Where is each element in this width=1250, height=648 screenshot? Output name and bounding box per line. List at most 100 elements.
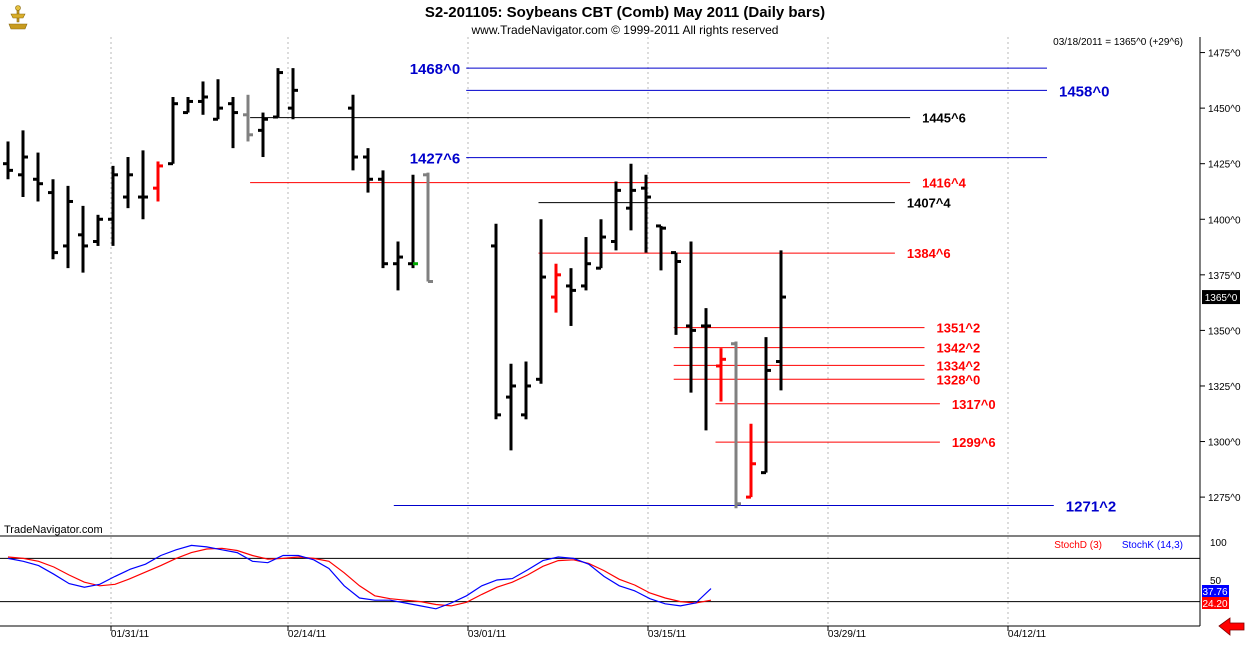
x-tick-label: 03/01/11 (468, 629, 507, 640)
level-label: 1407^4 (907, 196, 952, 211)
ohlc-bar (716, 348, 726, 402)
level-label: 1384^6 (907, 246, 951, 261)
ohlc-bar (641, 174, 651, 253)
ohlc-bar (288, 68, 298, 120)
grid-lines (110, 37, 1009, 626)
y-tick-label: 1475^0 (1208, 49, 1241, 60)
level-label: 1328^0 (937, 372, 981, 387)
level-label: 1458^0 (1059, 83, 1109, 100)
ohlc-bar (701, 308, 711, 431)
stoch-y-tick-label: 50 (1210, 576, 1222, 587)
ohlc-bar (93, 214, 103, 246)
chart-subtitle: www.TradeNavigator.com © 1999-2011 All r… (471, 23, 779, 37)
ohlc-bar (506, 363, 516, 451)
ohlc-bar (228, 97, 238, 149)
ohlc-bar (491, 223, 501, 420)
level-label: 1468^0 (410, 61, 460, 78)
level-label: 1342^2 (937, 341, 981, 356)
stochastic-panel: 50 100 (0, 538, 1227, 610)
ohlc-bar (363, 148, 373, 193)
ohlc-bar (393, 241, 403, 291)
y-tick-label: 1375^0 (1208, 271, 1241, 282)
ohlc-bar (656, 224, 666, 271)
stoch-y-tick-label: 100 (1210, 538, 1227, 549)
ohlc-bar (48, 179, 58, 260)
ohlc-bar (408, 174, 418, 269)
scroll-left-arrow-icon[interactable] (1214, 614, 1248, 640)
last-price-tag: 1365^0 (1202, 290, 1240, 305)
y-tick-label: 1450^0 (1208, 104, 1241, 115)
ohlc-bar (213, 79, 223, 121)
stoch-series-line (7, 547, 712, 607)
ohlc-bar (626, 163, 636, 231)
level-label: 1416^4 (922, 176, 967, 191)
x-tick-label: 03/15/11 (648, 629, 687, 640)
ohlc-bar (596, 219, 606, 270)
ohlc-bar (611, 181, 621, 251)
trade-navigator-logo-icon (4, 4, 32, 34)
ohlc-bar (168, 97, 178, 166)
y-tick-label: 1350^0 (1208, 326, 1241, 337)
y-tick-label: 1300^0 (1208, 438, 1241, 449)
ohlc-bar (521, 361, 531, 420)
stoch-d-value-tag: 24.20 (1202, 597, 1229, 610)
y-tick-label: 1400^0 (1208, 215, 1241, 226)
ohlc-bar (731, 341, 741, 509)
level-label: 1334^2 (937, 358, 981, 373)
ohlc-bar (423, 172, 433, 283)
x-tick-label: 04/12/11 (1008, 629, 1047, 640)
ohlc-bars (3, 68, 786, 509)
level-label: 1271^2 (1066, 498, 1116, 515)
stoch-k-legend: StochK (14,3) (1122, 540, 1183, 551)
ohlc-bar (273, 68, 283, 119)
ohlc-bar (566, 268, 576, 326)
ohlc-bar (686, 241, 696, 393)
stoch-k-value: 37.76 (1202, 587, 1227, 598)
price-levels: 1468^0 1458^0 1445^6 1427^6 1416^4 1407^4 1384… (250, 61, 1116, 515)
ohlc-bar (123, 157, 133, 209)
ohlc-bar (18, 130, 28, 198)
ohlc-bar (258, 112, 268, 158)
ohlc-bar (776, 250, 786, 391)
level-label: 1351^2 (937, 321, 981, 336)
ohlc-bar (746, 423, 756, 499)
stoch-series-line (7, 544, 712, 610)
ohlc-bar (198, 81, 208, 115)
ohlc-bar (153, 161, 163, 202)
y-tick-label: 1325^0 (1208, 382, 1241, 393)
ohlc-bar (243, 94, 253, 142)
ohlc-bar (78, 205, 88, 273)
ohlc-bar (671, 251, 681, 335)
chart-title: S2-201105: Soybeans CBT (Comb) May 2011 … (425, 4, 825, 21)
last-price-label: 1365^0 (1205, 293, 1238, 304)
ohlc-bar (551, 263, 561, 313)
level-label: 1427^6 (410, 151, 460, 168)
stoch-d-legend: StochD (3) (1054, 540, 1102, 551)
ohlc-bar (108, 165, 118, 246)
ohlc-bar (581, 237, 591, 291)
ohlc-bar (348, 94, 358, 171)
ohlc-bar (761, 337, 771, 475)
ohlc-bar (63, 185, 73, 269)
status-readout: 03/18/2011 = 1365^0 (+29^6) (1053, 37, 1183, 48)
level-label: 1445^6 (922, 111, 966, 126)
x-tick-label: 01/31/11 (111, 629, 150, 640)
stoch-k-value-tag: 37.76 (1202, 585, 1229, 598)
watermark-text: TradeNavigator.com (4, 524, 103, 536)
stoch-d-value: 24.20 (1202, 599, 1227, 610)
ohlc-bar (138, 150, 148, 220)
level-label: 1299^6 (952, 435, 996, 450)
x-tick-label: 03/29/11 (828, 629, 867, 640)
ohlc-bar (536, 219, 546, 384)
x-tick-label: 02/14/11 (288, 629, 327, 640)
ohlc-bar (183, 97, 193, 115)
axes: 01/31/11 02/14/11 03/01/11 03/15/11 03/29/11… (110, 49, 1241, 640)
level-label: 1317^0 (952, 397, 996, 412)
ohlc-bar (378, 170, 388, 269)
ohlc-bar (33, 152, 43, 202)
ohlc-bar (3, 141, 13, 180)
y-tick-label: 1425^0 (1208, 160, 1241, 171)
y-tick-label: 1275^0 (1208, 493, 1241, 504)
